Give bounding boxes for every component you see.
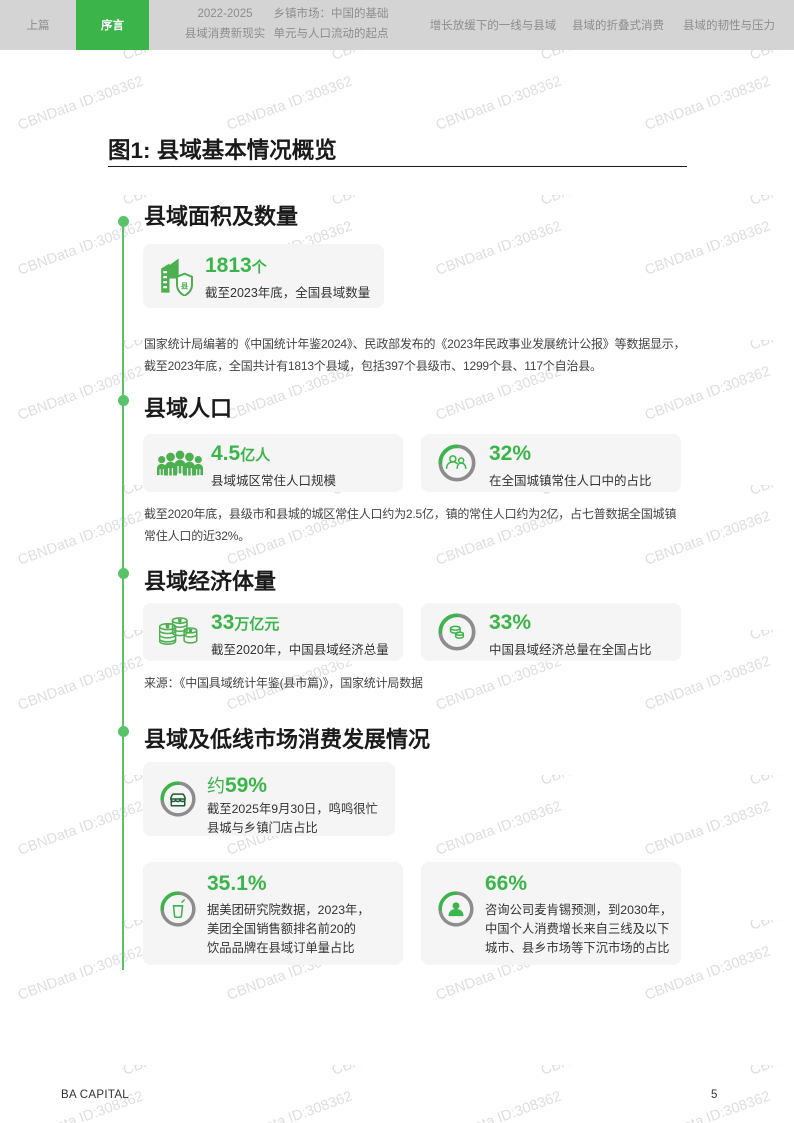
svg-text:¥: ¥ — [166, 624, 169, 629]
svg-text:县: 县 — [181, 282, 189, 291]
svg-text:¥: ¥ — [179, 619, 182, 623]
